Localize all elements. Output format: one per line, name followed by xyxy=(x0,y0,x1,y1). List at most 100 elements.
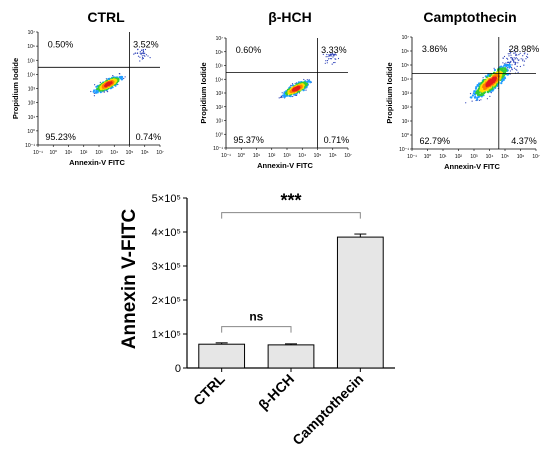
y-axis-label: Propidium Iodide xyxy=(199,62,208,123)
event-point xyxy=(500,82,503,85)
event-point xyxy=(513,67,516,69)
event-point xyxy=(503,55,506,58)
y-tick-label: 3×10⁵ xyxy=(152,261,181,273)
event-point xyxy=(331,52,333,55)
event-point xyxy=(509,61,511,63)
bar xyxy=(198,343,246,369)
y-tick-label: 10² xyxy=(28,101,36,107)
event-point xyxy=(137,55,140,57)
event-point xyxy=(522,58,524,60)
event-point xyxy=(93,95,95,97)
event-point xyxy=(326,53,328,56)
event-point xyxy=(475,86,478,89)
quadrant-lower-right: 0.71% xyxy=(324,135,350,145)
event-point xyxy=(516,65,518,67)
event-point xyxy=(329,58,331,60)
event-point xyxy=(330,58,333,60)
event-point xyxy=(334,53,337,55)
y-axis-label: Propidium Iodide xyxy=(385,62,394,123)
event-point xyxy=(103,91,106,93)
x-tick-label: 10⁰ xyxy=(49,150,57,156)
event-point xyxy=(107,83,110,86)
event-point xyxy=(142,50,144,52)
y-tick-label: 0 xyxy=(175,363,181,375)
event-point xyxy=(142,57,144,60)
event-point xyxy=(333,62,335,64)
flow-panel-3: Camptothecin 10⁻¹ 10⁰ 10¹ 10² 10³ 10⁴ 10⁵ 10⁶ 10⁷… xyxy=(385,9,540,171)
x-tick-label: 10² xyxy=(455,154,463,160)
event-point xyxy=(280,96,282,99)
category-label: CTRL xyxy=(190,370,228,408)
event-point xyxy=(326,62,328,64)
event-point xyxy=(507,58,509,60)
event-point xyxy=(94,84,96,86)
event-point xyxy=(507,53,509,55)
x-tick-label: 10⁷ xyxy=(344,153,352,159)
event-point xyxy=(513,50,515,52)
event-point xyxy=(93,92,95,94)
event-point xyxy=(144,48,147,51)
event-point xyxy=(290,85,292,87)
event-point xyxy=(331,53,333,56)
event-point xyxy=(143,54,145,57)
event-point xyxy=(512,59,514,61)
event-point xyxy=(123,77,125,80)
event-point xyxy=(510,57,512,59)
x-tick-label: 10² xyxy=(268,153,276,159)
x-axis-label: Annexin-V FITC xyxy=(444,162,500,171)
event-point xyxy=(281,92,283,94)
event-point xyxy=(526,53,529,55)
events xyxy=(465,49,529,104)
event-point xyxy=(493,68,496,72)
x-tick-label: 10³ xyxy=(95,150,103,156)
y-tick-label: 10³ xyxy=(28,87,36,93)
event-point xyxy=(524,52,526,54)
event-point xyxy=(515,68,517,70)
event-point xyxy=(107,91,109,93)
event-point xyxy=(278,97,280,99)
y-tick-label: 10⁵ xyxy=(401,63,409,69)
event-point xyxy=(334,54,336,56)
quadrant-lower-left: 95.37% xyxy=(233,135,264,145)
event-point xyxy=(488,74,492,77)
event-point xyxy=(139,60,141,62)
event-point xyxy=(489,80,492,83)
significance-label: *** xyxy=(280,191,301,211)
x-tick-label: 10⁷ xyxy=(156,150,164,156)
y-tick-label: 10⁷ xyxy=(402,35,410,41)
x-tick-label: 10⁵ xyxy=(501,154,509,160)
y-tick-label: 10¹ xyxy=(402,119,410,125)
y-tick-label: 10⁰ xyxy=(27,129,35,135)
x-tick-label: 10⁰ xyxy=(424,154,432,160)
x-tick-label: 10³ xyxy=(470,154,478,160)
event-point xyxy=(504,68,507,71)
event-point xyxy=(513,59,515,61)
event-point xyxy=(306,79,308,81)
y-tick-label: 1×10⁵ xyxy=(152,329,181,341)
event-point xyxy=(305,89,307,91)
y-tick-label: 10⁶ xyxy=(215,50,223,56)
event-point xyxy=(506,67,508,69)
event-point xyxy=(330,53,332,55)
x-tick-label: 10⁶ xyxy=(141,150,149,156)
y-tick-label: 10⁻¹ xyxy=(25,143,35,149)
event-point xyxy=(291,83,294,85)
event-point xyxy=(331,63,333,65)
panel-title: β-HCH xyxy=(268,9,312,25)
event-point xyxy=(476,98,479,101)
flow-panel-1: CTRL 10⁻¹ 10⁰ 10¹ 10² 10³ 10⁴ 10⁵ 10⁶ 10⁷ 10⁻¹ 10⁰ 1… xyxy=(11,9,164,167)
y-tick-label: 10¹ xyxy=(216,119,224,125)
events xyxy=(90,48,151,97)
event-point xyxy=(474,87,478,90)
quadrant-upper-right: 28.98% xyxy=(509,44,540,54)
category-label: Camptothecin xyxy=(289,371,366,448)
event-point xyxy=(144,52,146,54)
event-point xyxy=(527,56,529,59)
event-point xyxy=(328,58,330,60)
significance-bracket xyxy=(221,212,361,219)
event-point xyxy=(505,62,507,64)
event-point xyxy=(142,49,144,51)
event-point xyxy=(482,77,484,79)
event-point xyxy=(141,55,143,57)
event-point xyxy=(139,52,141,54)
